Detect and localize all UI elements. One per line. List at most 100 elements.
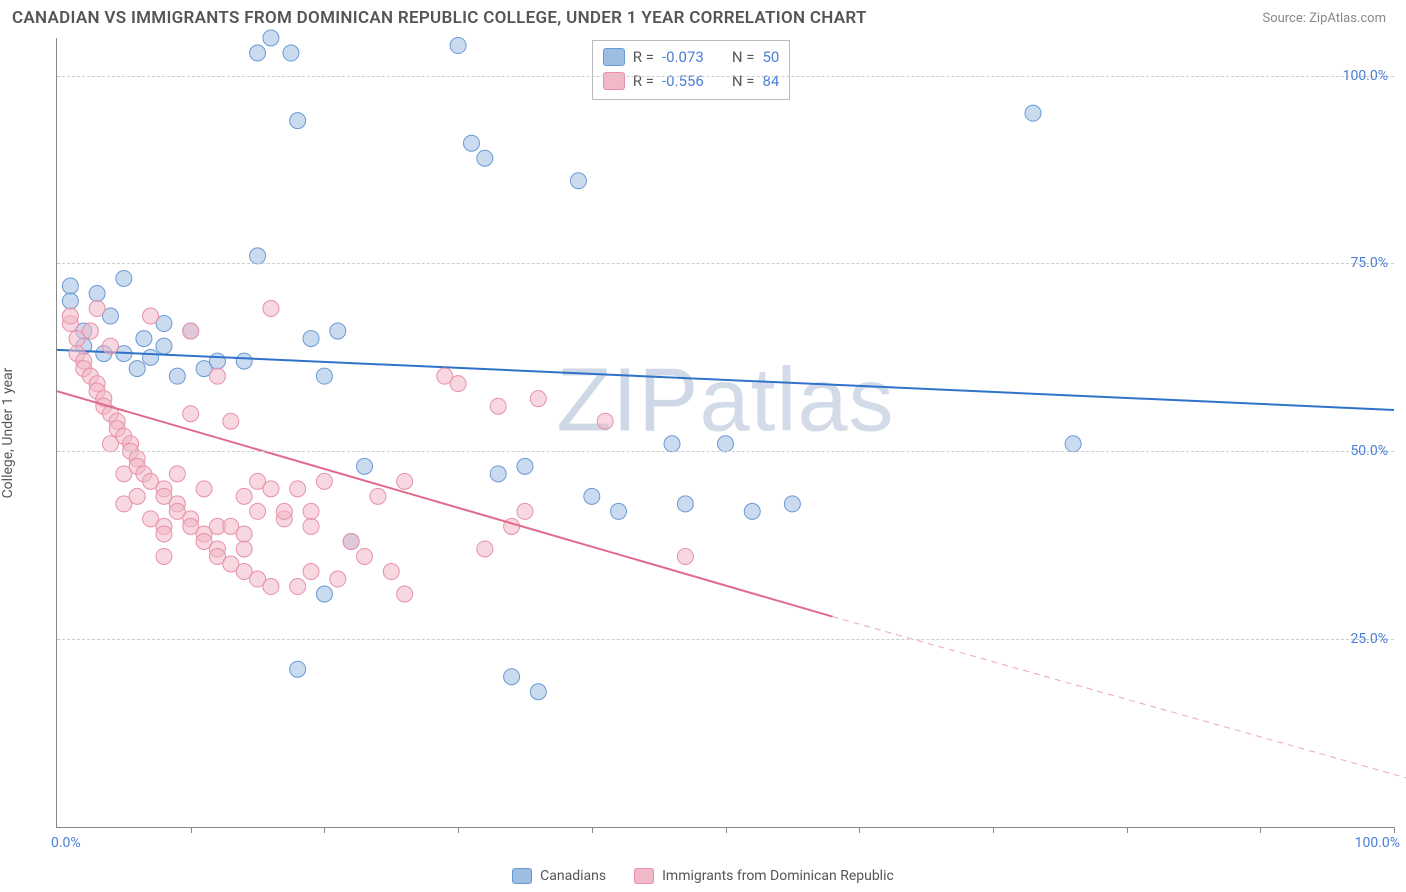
y-axis-label: College, Under 1 year [0, 368, 16, 499]
data-point [290, 661, 306, 677]
data-point [316, 473, 332, 489]
data-point [784, 496, 800, 512]
data-point [677, 496, 693, 512]
x-tick [1127, 827, 1128, 833]
data-point [250, 248, 266, 264]
data-point [370, 488, 386, 504]
y-tick-label: 100.0% [1343, 68, 1388, 84]
legend-row: R = -0.073N = 50 [603, 45, 780, 69]
data-point [223, 413, 239, 429]
data-point [276, 503, 292, 519]
x-tick [859, 827, 860, 833]
data-point [570, 173, 586, 189]
data-point [283, 45, 299, 61]
data-point [303, 503, 319, 519]
data-point [450, 38, 466, 54]
data-point [677, 548, 693, 564]
legend-swatch [634, 868, 654, 884]
data-point [236, 541, 252, 557]
x-tick [191, 827, 192, 833]
data-point [530, 391, 546, 407]
data-point [744, 503, 760, 519]
data-point [397, 586, 413, 602]
x-tick [1260, 827, 1261, 833]
data-point [290, 481, 306, 497]
plot-area: ZIPatlas R = -0.073N = 50R = -0.556N = 8… [56, 38, 1394, 828]
data-point [62, 293, 78, 309]
legend-swatch [512, 868, 532, 884]
data-point [530, 684, 546, 700]
data-point [102, 338, 118, 354]
data-point [316, 586, 332, 602]
legend-n-value: 50 [762, 45, 779, 69]
data-point [169, 368, 185, 384]
data-point [263, 30, 279, 46]
data-point [303, 564, 319, 580]
data-point [357, 548, 373, 564]
data-point [209, 368, 225, 384]
trend-line-extrapolated [832, 617, 1406, 782]
data-point [156, 548, 172, 564]
data-point [477, 541, 493, 557]
data-point [664, 436, 680, 452]
data-point [584, 488, 600, 504]
data-point [330, 571, 346, 587]
data-point [62, 308, 78, 324]
legend-series-label: Immigrants from Dominican Republic [662, 868, 894, 884]
data-point [129, 488, 145, 504]
data-point [263, 481, 279, 497]
data-point [116, 270, 132, 286]
data-point [1065, 436, 1081, 452]
data-point [357, 458, 373, 474]
data-point [597, 413, 613, 429]
data-point [89, 301, 105, 317]
series-legend: CanadiansImmigrants from Dominican Repub… [0, 868, 1406, 888]
chart-title: CANADIAN VS IMMIGRANTS FROM DOMINICAN RE… [12, 8, 867, 28]
data-point [143, 308, 159, 324]
data-point [316, 368, 332, 384]
legend-swatch [603, 48, 625, 66]
legend-n-label: N = [732, 69, 755, 93]
legend-r-label: R = [633, 45, 654, 69]
data-point [490, 466, 506, 482]
data-point [718, 436, 734, 452]
plot-wrapper: College, Under 1 year ZIPatlas R = -0.07… [12, 38, 1394, 828]
data-point [1025, 105, 1041, 121]
y-tick-label: 50.0% [1350, 443, 1388, 459]
data-point [250, 45, 266, 61]
data-point [477, 150, 493, 166]
data-point [129, 361, 145, 377]
x-tick [458, 827, 459, 833]
data-point [169, 466, 185, 482]
data-point [183, 406, 199, 422]
gridline [57, 639, 1394, 640]
data-point [517, 503, 533, 519]
data-point [450, 376, 466, 392]
data-point [89, 285, 105, 301]
legend-item: Immigrants from Dominican Republic [634, 868, 894, 884]
data-point [290, 113, 306, 129]
data-point [143, 349, 159, 365]
gridline [57, 76, 1394, 77]
chart-header: CANADIAN VS IMMIGRANTS FROM DOMINICAN RE… [0, 0, 1406, 34]
data-point [303, 518, 319, 534]
scatter-chart [57, 38, 1394, 827]
data-point [263, 579, 279, 595]
data-point [517, 458, 533, 474]
legend-row: R = -0.556N = 84 [603, 69, 780, 93]
data-point [263, 301, 279, 317]
chart-source: Source: ZipAtlas.com [1262, 11, 1386, 26]
y-tick-label: 25.0% [1350, 631, 1388, 647]
legend-n-label: N = [732, 45, 755, 69]
data-point [183, 323, 199, 339]
x-tick [993, 827, 994, 833]
data-point [463, 135, 479, 151]
data-point [504, 669, 520, 685]
x-tick [592, 827, 593, 833]
data-point [290, 579, 306, 595]
data-point [136, 331, 152, 347]
data-point [330, 323, 346, 339]
y-tick-label: 75.0% [1350, 255, 1388, 271]
data-point [343, 533, 359, 549]
data-point [196, 481, 212, 497]
